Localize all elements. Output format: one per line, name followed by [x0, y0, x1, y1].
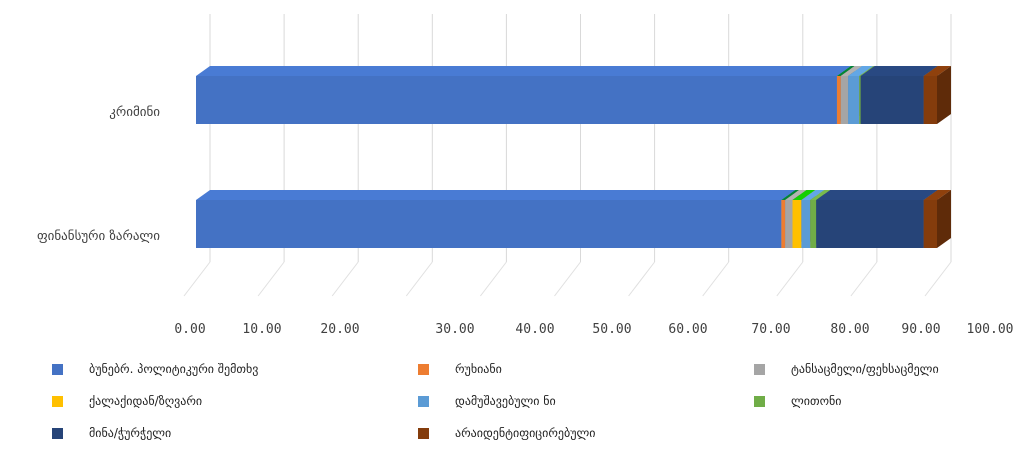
- x-axis-ticks: 0.00 10.00 20.00 30.00 40.00 50.00 60.00 70.00 8…: [174, 322, 1013, 337]
- tick-label: 0.00: [174, 322, 205, 337]
- legend-item: ქალაქიდან/ზღვარი: [52, 394, 202, 408]
- tick-label: 80.00: [830, 322, 869, 337]
- legend-label: რუხიანი: [455, 362, 502, 376]
- legend-swatch: [754, 395, 765, 407]
- gridlines: [183, 14, 952, 297]
- legend-item: დამუშავებული ნი: [418, 394, 556, 408]
- gridline-floor: [628, 261, 655, 297]
- gridline-floor: [924, 261, 952, 297]
- legend-swatch: [418, 395, 429, 407]
- legend-label: მინა/ჭურჭელი: [89, 426, 172, 440]
- gridline-floor: [183, 261, 211, 297]
- tick-label: 30.00: [435, 322, 474, 337]
- gridline-floor: [480, 261, 507, 297]
- category-label: კრიმინი: [109, 105, 160, 120]
- legend-item: არაიდენტიფიცირებული: [418, 426, 595, 440]
- legend-item: მინა/ჭურჭელი: [52, 426, 171, 440]
- tick-label: 10.00: [242, 322, 281, 337]
- legend-swatch: [52, 363, 63, 375]
- legend-swatch: [52, 395, 63, 407]
- tick-label: 90.00: [901, 322, 940, 337]
- bar-segment: [196, 66, 851, 124]
- legend-swatch: [754, 363, 765, 375]
- tick-label: 100.00: [967, 322, 1014, 337]
- legend-swatch: [418, 363, 429, 375]
- tick-label: 60.00: [668, 322, 707, 337]
- bars: [196, 66, 951, 248]
- gridline-floor: [850, 261, 878, 297]
- legend-label: არაიდენტიფიცირებული: [455, 426, 596, 440]
- legend-swatch: [418, 427, 429, 439]
- tick-label: 40.00: [515, 322, 554, 337]
- category-label: ფინანსური ზარალი: [37, 229, 160, 244]
- stacked-bar-chart: კრიმინი ფინანსური ზარალი 0.00 10.00 20.00 30…: [37, 14, 1013, 337]
- gridline-floor: [405, 261, 433, 297]
- gridline-floor: [776, 261, 804, 297]
- gridline-floor: [257, 261, 285, 297]
- tick-label: 70.00: [751, 322, 790, 337]
- legend-item: ტანსაცმელი/ფეხსაცმელი: [754, 362, 939, 376]
- bar-segment: [923, 190, 951, 248]
- tick-label: 20.00: [320, 322, 359, 337]
- legend-item: ლითონი: [754, 394, 842, 408]
- bar-segment: [923, 66, 951, 124]
- category-labels: კრიმინი ფინანსური ზარალი: [37, 105, 160, 244]
- legend-label: ლითონი: [791, 394, 842, 408]
- tick-label: 50.00: [592, 322, 631, 337]
- gridline-floor: [702, 261, 730, 297]
- legend-swatch: [52, 427, 63, 439]
- gridline-floor: [554, 261, 581, 297]
- legend-label: დამუშავებული ნი: [455, 394, 556, 408]
- legend-item: რუხიანი: [418, 362, 502, 376]
- gridline-floor: [331, 261, 359, 297]
- legend-label: ბუნებრ. პოლიტიკური შემთხვ: [89, 362, 259, 376]
- legend-label: ქალაქიდან/ზღვარი: [89, 394, 203, 408]
- bar-segment: [816, 190, 938, 248]
- bar-segment: [196, 190, 796, 248]
- legend-label: ტანსაცმელი/ფეხსაცმელი: [791, 362, 939, 376]
- legend-item: ბუნებრ. პოლიტიკური შემთხვ: [52, 362, 258, 376]
